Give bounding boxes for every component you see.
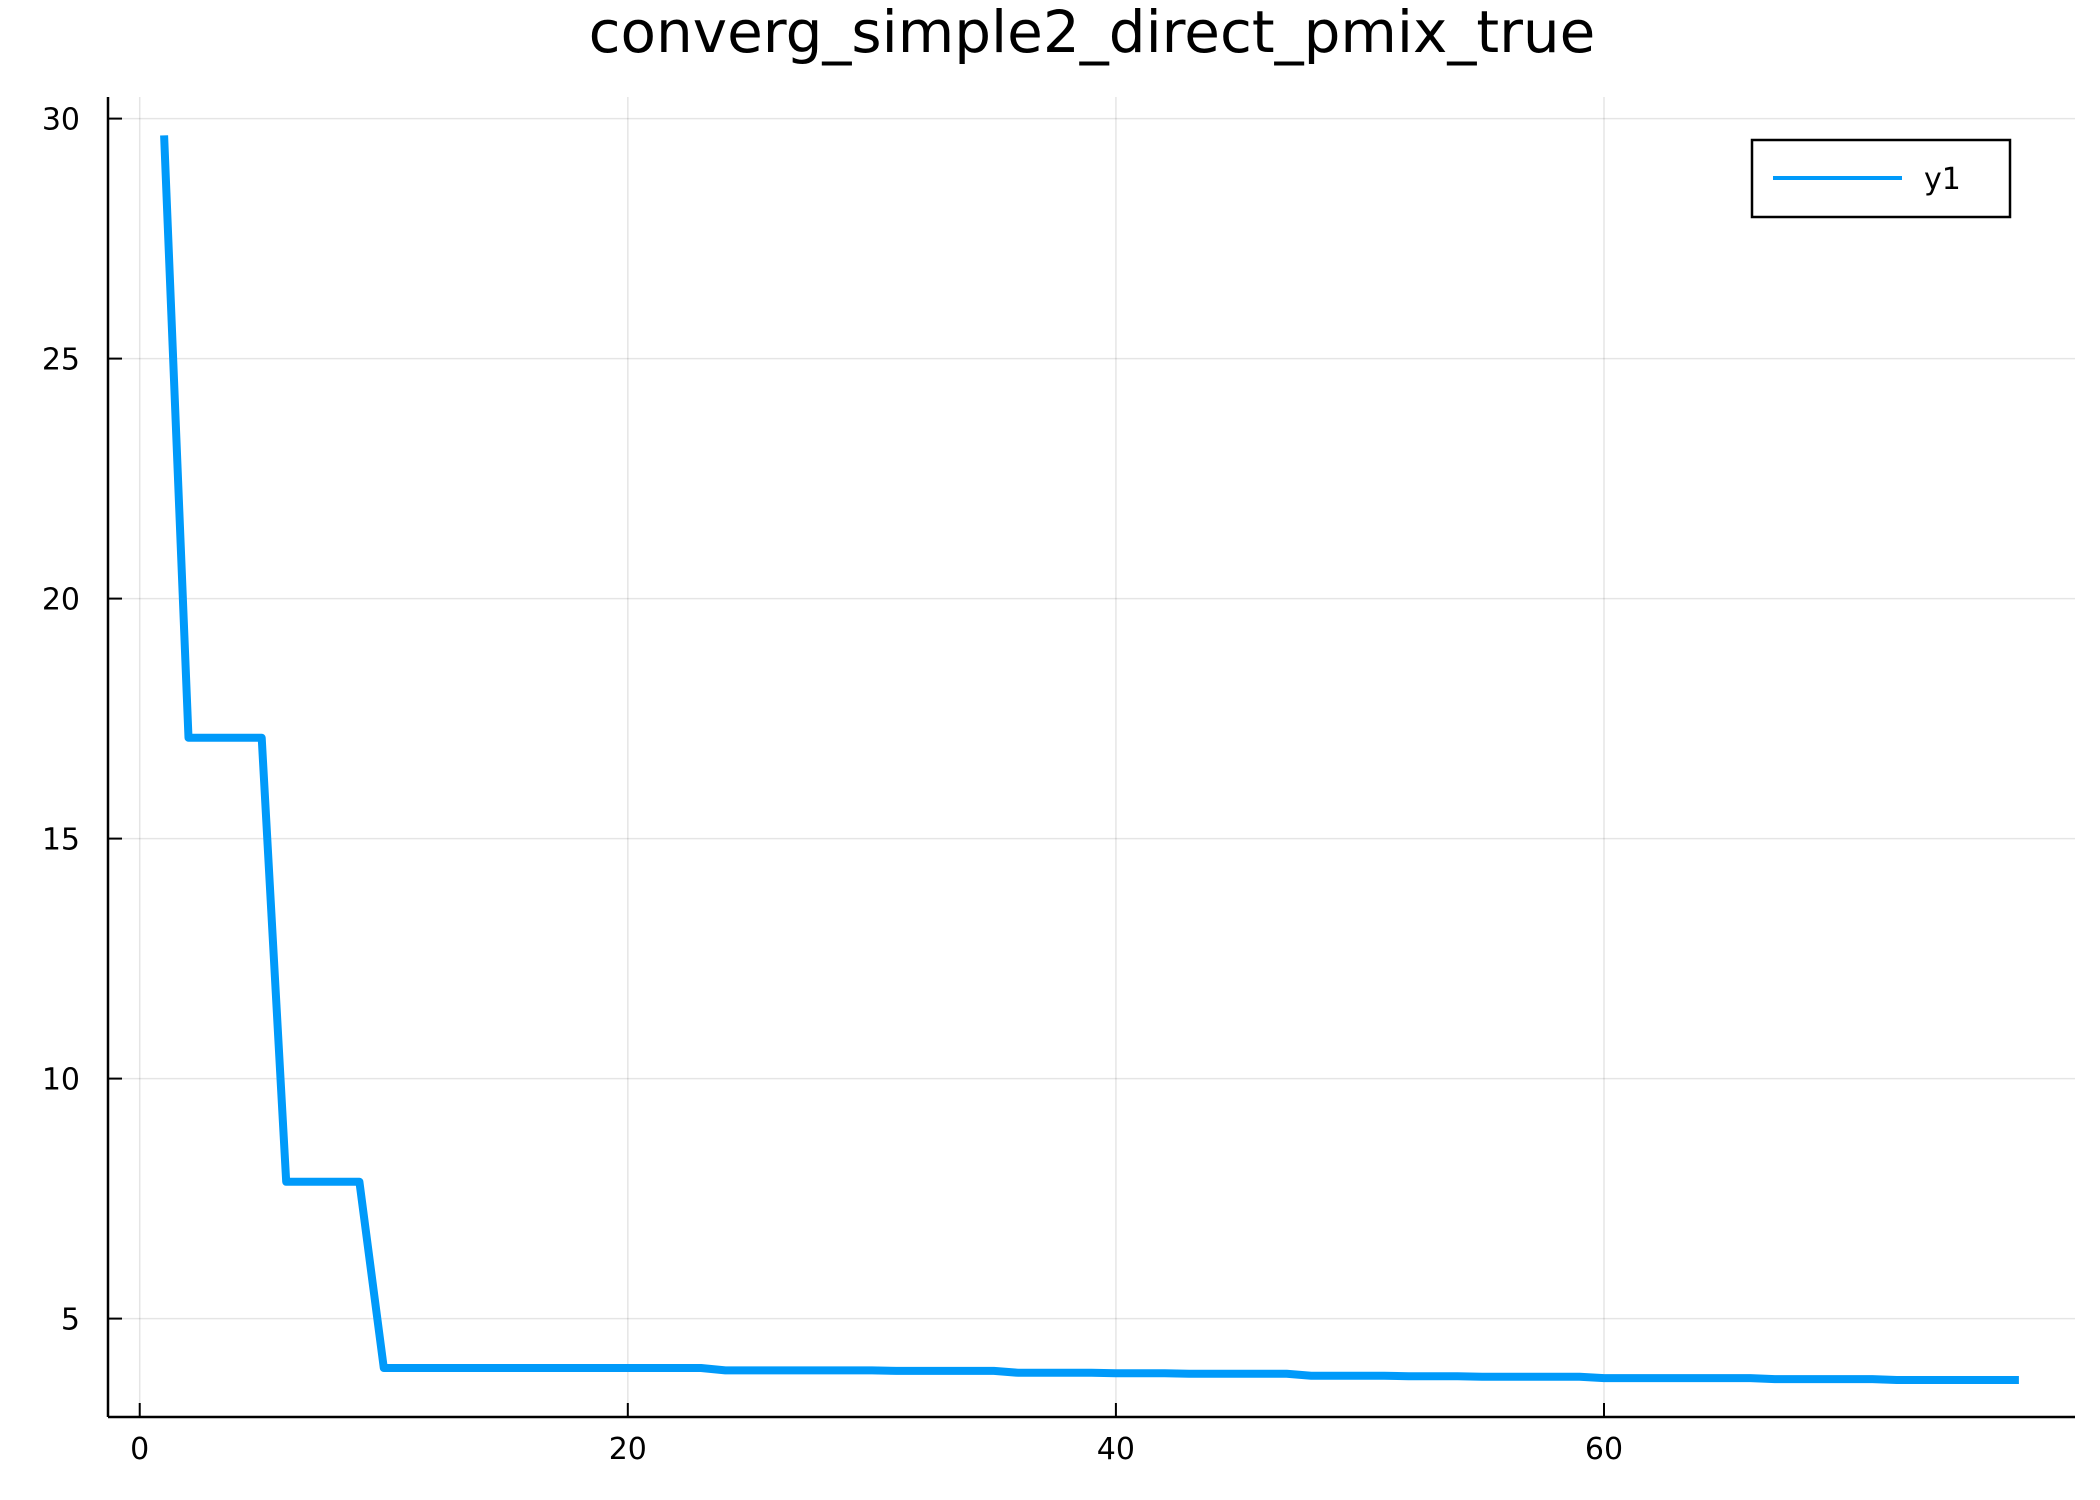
x-tick-label: 40 [1097, 1432, 1135, 1467]
y-tick-label: 10 [42, 1063, 80, 1098]
y-tick-label: 30 [42, 103, 80, 138]
series-line-y1 [160, 135, 2019, 1384]
x-tick-label: 0 [130, 1432, 149, 1467]
x-tick-label: 60 [1585, 1432, 1623, 1467]
chart-title: converg_simple2_direct_pmix_true [589, 0, 1596, 66]
y-tick-label: 15 [42, 823, 80, 858]
axes [106, 97, 2075, 1419]
series-layer [160, 135, 2019, 1384]
y-tick-label: 5 [61, 1303, 80, 1338]
tick-labels: 0 20 40 60 5 10 15 20 25 30 [42, 103, 1623, 1467]
grid-lines [108, 97, 2075, 1417]
x-tick-label: 20 [609, 1432, 647, 1467]
y-tick-label: 25 [42, 343, 80, 378]
legend: y1 [1750, 138, 2012, 219]
legend-label: y1 [1924, 162, 1961, 197]
y-tick-label: 20 [42, 583, 80, 618]
